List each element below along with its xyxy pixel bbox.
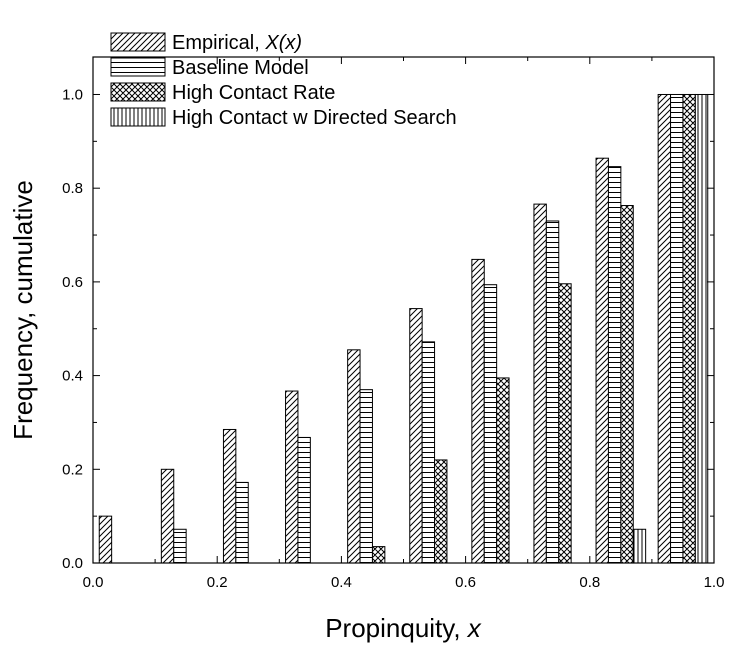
legend-label-horizontal: Baseline Model [172, 57, 309, 79]
bar-horizontal-9 [670, 93, 684, 564]
x-tick-label-3: 0.6 [455, 574, 476, 591]
bar-crosshatch-7 [558, 283, 572, 564]
bar-series-group [98, 93, 709, 564]
bar-horizontal-3 [297, 436, 311, 564]
legend-swatch-crosshatch [110, 82, 166, 102]
bar-diagonal-1 [160, 468, 175, 564]
bar-diagonal-7 [533, 203, 547, 564]
y-tick-label-3: 0.6 [62, 274, 83, 291]
legend-swatch-horizontal [110, 57, 166, 77]
x-tick-label-5: 1.0 [704, 574, 725, 591]
bar-vertical-8 [632, 528, 647, 564]
bar-diagonal-5 [409, 308, 423, 564]
bar-horizontal-2 [235, 481, 249, 564]
bar-horizontal-7 [545, 220, 560, 564]
bar-vertical-9 [694, 93, 709, 564]
y-axis-title: Frequency, cumulative [8, 180, 38, 440]
legend-label-crosshatch: High Contact Rate [172, 82, 335, 104]
bar-crosshatch-4 [371, 546, 386, 564]
bar-crosshatch-5 [434, 459, 448, 564]
axis-tick-labels: 0.0 0.2 0.4 0.6 0.8 1.0 0.0 0.2 0.4 0.6 0.8 1.0 [62, 86, 724, 591]
bar-horizontal-4 [359, 389, 373, 564]
y-tick-label-1: 0.2 [62, 461, 83, 478]
y-tick-label-2: 0.4 [62, 368, 83, 385]
y-tick-label-4: 0.8 [62, 180, 83, 197]
legend-label-vertical: High Contact w Directed Search [172, 107, 457, 129]
x-tick-label-2: 0.4 [331, 574, 352, 591]
bar-horizontal-1 [173, 528, 187, 564]
bar-diagonal-6 [471, 258, 485, 564]
y-tick-label-0: 0.0 [62, 555, 83, 572]
bar-crosshatch-8 [620, 205, 634, 564]
x-tick-label-1: 0.2 [207, 574, 228, 591]
bar-diagonal-2 [222, 428, 237, 564]
bar-horizontal-8 [607, 166, 622, 564]
x-axis-title: Propinquity, x [325, 613, 482, 643]
legend: Empirical, X(x) Baseline Model High Contac… [110, 32, 457, 129]
bar-crosshatch-9 [682, 93, 696, 564]
bar-horizontal-5 [421, 341, 436, 564]
bar-diagonal-3 [285, 390, 299, 564]
bar-diagonal-0 [98, 515, 113, 564]
bar-diagonal-8 [595, 157, 609, 564]
x-tick-label-0: 0.0 [83, 574, 104, 591]
legend-swatch-vertical [110, 107, 166, 127]
bar-crosshatch-6 [496, 377, 510, 564]
y-tick-label-5: 1.0 [62, 86, 83, 103]
x-tick-label-4: 0.8 [579, 574, 600, 591]
bar-horizontal-6 [483, 284, 498, 564]
bar-diagonal-4 [347, 349, 361, 564]
legend-swatch-diagonal [110, 32, 166, 52]
bar-diagonal-9 [657, 93, 672, 564]
legend-label-diagonal: Empirical, X(x) [172, 32, 302, 54]
